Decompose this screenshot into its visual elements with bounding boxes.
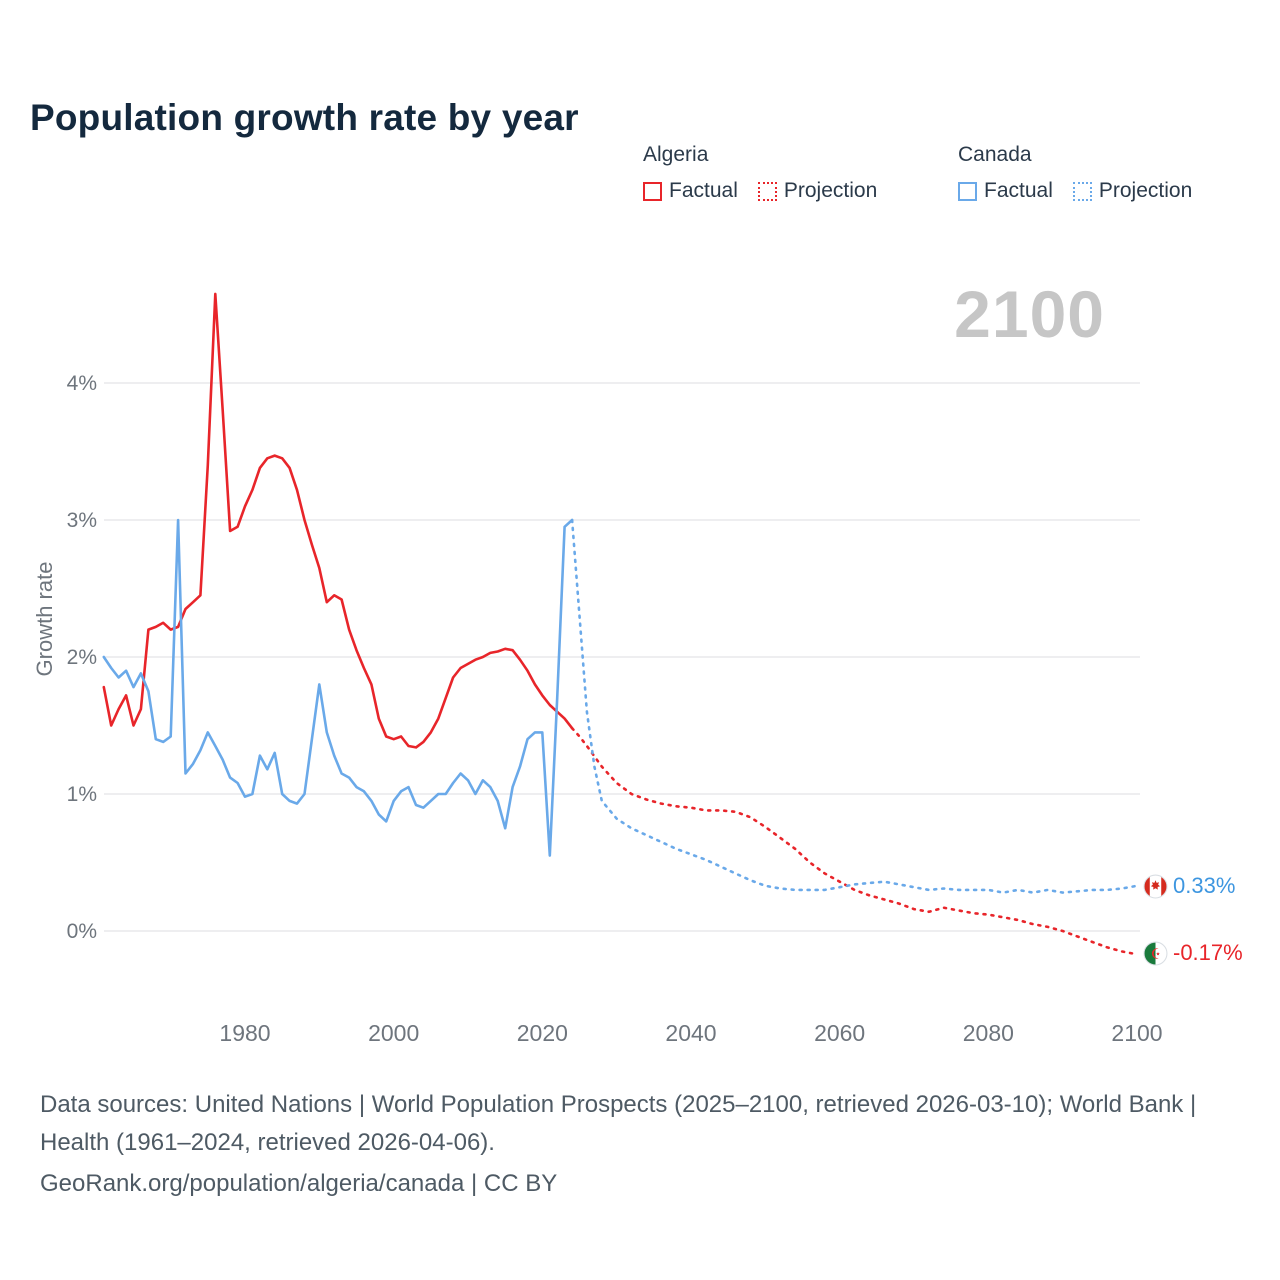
data-sources-text: Data sources: United Nations | World Pop… <box>40 1091 1197 1157</box>
footer: Data sources: United Nations | World Pop… <box>40 1086 1220 1203</box>
end-label-canada: 0.33% <box>1143 873 1235 899</box>
x-tick-label: 2040 <box>665 1020 716 1046</box>
canada-projection-swatch-icon <box>1072 181 1092 201</box>
legend-row: Factual Projection <box>958 179 1192 203</box>
algeria-projection-swatch-icon <box>757 181 777 201</box>
end-label-algeria: -0.17% <box>1143 940 1243 966</box>
watermark-year: 2100 <box>954 277 1105 351</box>
legend-item-label: Factual <box>669 179 738 202</box>
x-tick-label: 2000 <box>368 1020 419 1046</box>
legend-item-algeria-projection: Projection <box>757 179 878 203</box>
algeria-flag-icon <box>1143 941 1168 965</box>
y-tick-label: 2% <box>67 646 97 669</box>
end-value-algeria: -0.17% <box>1173 940 1243 965</box>
y-tick-label: 4% <box>67 372 97 395</box>
canada-factual-swatch-icon <box>958 181 977 201</box>
legend-row: Factual Projection <box>643 179 877 203</box>
attribution-link: GeoRank.org/population/algeria/canada | … <box>40 1169 558 1197</box>
x-tick-label: 2020 <box>517 1020 568 1046</box>
legend-item-label: Projection <box>1098 179 1193 202</box>
x-tick-label: 2080 <box>963 1020 1014 1046</box>
legend-item-algeria-factual: Factual <box>643 179 738 203</box>
y-tick-label: 1% <box>67 783 97 806</box>
legend-country-name: Algeria <box>643 143 709 166</box>
legend-item-label: Projection <box>783 179 878 202</box>
x-tick-label: 2060 <box>814 1020 865 1046</box>
end-value-canada: 0.33% <box>1173 873 1236 898</box>
legend-item-canada-factual: Factual <box>958 179 1053 203</box>
canada-flag-icon <box>1143 874 1168 898</box>
legend-country-name: Canada <box>958 143 1032 166</box>
legend-item-label: Factual <box>984 179 1053 202</box>
legend-item-canada-projection: Projection <box>1072 179 1193 203</box>
algeria-factual-swatch-icon <box>643 181 662 201</box>
y-tick-label: 0% <box>67 920 97 943</box>
y-tick-label: 3% <box>67 509 97 532</box>
x-tick-label: 1980 <box>219 1020 270 1046</box>
x-tick-label: 2100 <box>1111 1020 1162 1046</box>
line-canada-projection <box>570 518 1139 894</box>
legend-group-algeria: Algeria Factual Projection <box>643 143 877 203</box>
page-title: Population growth rate by year <box>30 96 579 138</box>
y-axis-title: Growth rate <box>32 561 57 677</box>
legend-group-canada: Canada Factual Projection <box>958 143 1192 203</box>
line-canada-factual <box>102 518 574 857</box>
